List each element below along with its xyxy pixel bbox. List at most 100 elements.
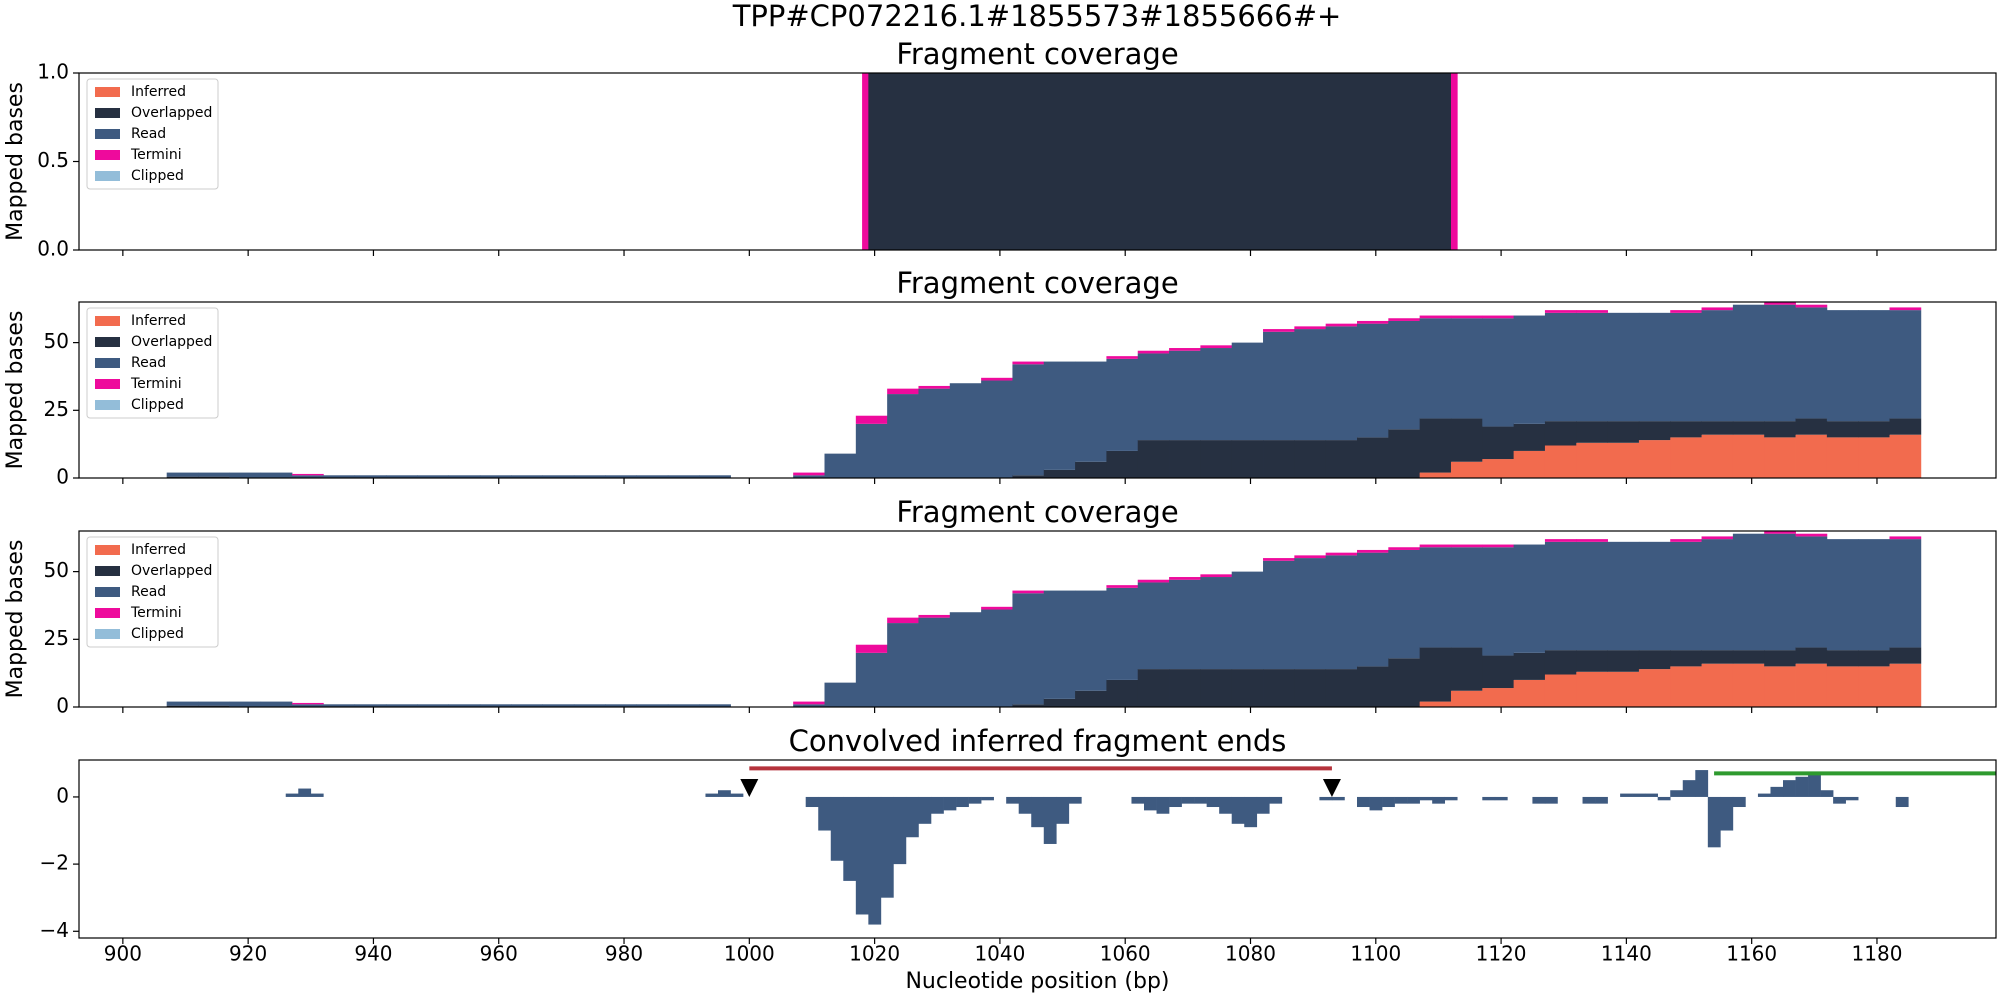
bar-segment	[1701, 650, 1734, 664]
bar-segment	[1169, 348, 1201, 351]
bar-segment	[1388, 429, 1421, 478]
bar	[730, 793, 744, 797]
y-tick-label: 25	[44, 397, 69, 421]
bar-segment	[1764, 421, 1796, 438]
bar-segment	[1231, 571, 1264, 670]
bar-segment	[1169, 577, 1201, 580]
bar-segment	[1419, 418, 1452, 473]
bar	[1068, 796, 1082, 804]
legend-swatch	[95, 150, 120, 160]
bar-segment	[1169, 669, 1201, 707]
bar	[1720, 796, 1734, 831]
bar-segment	[1137, 350, 1170, 354]
bar-segment	[1200, 574, 1233, 578]
legend-label: Clipped	[131, 397, 184, 413]
bar-segment	[1795, 533, 1828, 537]
bar-segment	[166, 701, 199, 706]
bar-segment	[981, 380, 1013, 478]
bar	[1131, 796, 1145, 804]
bar-segment	[323, 475, 356, 478]
bar-segment	[1450, 544, 1483, 548]
bar-segment	[292, 702, 324, 705]
bar-segment	[868, 73, 1452, 250]
bar-segment	[699, 704, 731, 707]
bar	[1144, 796, 1157, 811]
bar-segment	[354, 475, 387, 478]
bar-segment	[1544, 650, 1577, 675]
bar-segment	[1450, 647, 1483, 691]
bar-segment	[1450, 73, 1458, 250]
y-tick-label: 25	[44, 626, 69, 650]
bar-segment	[887, 623, 919, 707]
bar-segment	[1795, 663, 1828, 707]
bar-segment	[1764, 533, 1796, 651]
bar-segment	[1450, 318, 1483, 419]
legend-swatch	[95, 129, 120, 139]
bar-segment	[1294, 440, 1327, 478]
bar-segment	[1576, 442, 1608, 478]
bar-segment	[573, 704, 606, 707]
bar-segment	[1106, 358, 1139, 451]
bar-segment	[229, 701, 262, 707]
bar-segment	[1638, 541, 1671, 651]
bar-segment	[1607, 650, 1640, 672]
bar-segment	[1231, 669, 1264, 707]
bar-segment	[1607, 541, 1640, 651]
bar-segment	[1576, 541, 1608, 651]
bar-segment	[918, 614, 951, 618]
x-tick-label: 1120	[1476, 942, 1527, 966]
bar-segment	[417, 704, 450, 707]
bar-segment	[1732, 421, 1765, 435]
bar-segment	[1670, 421, 1702, 438]
bar	[830, 796, 844, 861]
bar-segment	[1670, 541, 1702, 651]
bar	[1682, 780, 1696, 797]
bar-segment	[1607, 442, 1640, 478]
bar-segment	[1858, 421, 1890, 438]
x-tick-label: 980	[605, 942, 643, 966]
bar	[843, 796, 857, 881]
bar-segment	[1670, 312, 1702, 422]
bar-segment	[1795, 536, 1828, 648]
bar-segment	[981, 606, 1013, 610]
bar-segment	[1043, 590, 1076, 699]
bar-segment	[1858, 310, 1890, 422]
x-tick-label: 1000	[724, 942, 775, 966]
bar-segment	[1858, 666, 1890, 707]
bar-segment	[1012, 590, 1045, 594]
panel-title: Fragment coverage	[896, 495, 1178, 529]
bar-segment	[166, 705, 199, 707]
bar-segment	[1137, 579, 1170, 583]
bar-segment	[1889, 434, 1922, 478]
legend-swatch	[95, 316, 120, 326]
bar-segment	[862, 73, 869, 250]
bar-segment	[385, 475, 418, 478]
bar-segment	[981, 377, 1013, 381]
bar-segment	[636, 475, 669, 478]
bar-segment	[1795, 307, 1828, 419]
bar-segment	[1263, 331, 1295, 441]
legend-swatch	[95, 87, 120, 97]
bar-segment	[1513, 652, 1546, 680]
bar-segment	[1638, 312, 1671, 422]
bar-segment	[855, 652, 888, 707]
bar	[1632, 793, 1646, 797]
bar-segment	[1576, 539, 1608, 542]
bar	[1244, 796, 1258, 828]
bar-segment	[1200, 577, 1233, 670]
bar-segment	[1263, 440, 1295, 478]
bar	[298, 788, 312, 797]
plot-frame	[78, 530, 1997, 708]
bar	[855, 796, 869, 915]
bar-segment	[1858, 437, 1890, 478]
bar	[1369, 796, 1383, 811]
bar-segment	[1732, 650, 1765, 664]
bar	[1732, 796, 1746, 808]
bar-segment	[1357, 437, 1389, 478]
bar-segment	[1670, 666, 1702, 707]
bar-segment	[1795, 647, 1828, 664]
bar-segment	[1294, 558, 1327, 670]
bar-segment	[511, 475, 543, 478]
y-axis-label: Mapped bases	[3, 82, 28, 241]
bar-segment	[1012, 361, 1045, 365]
